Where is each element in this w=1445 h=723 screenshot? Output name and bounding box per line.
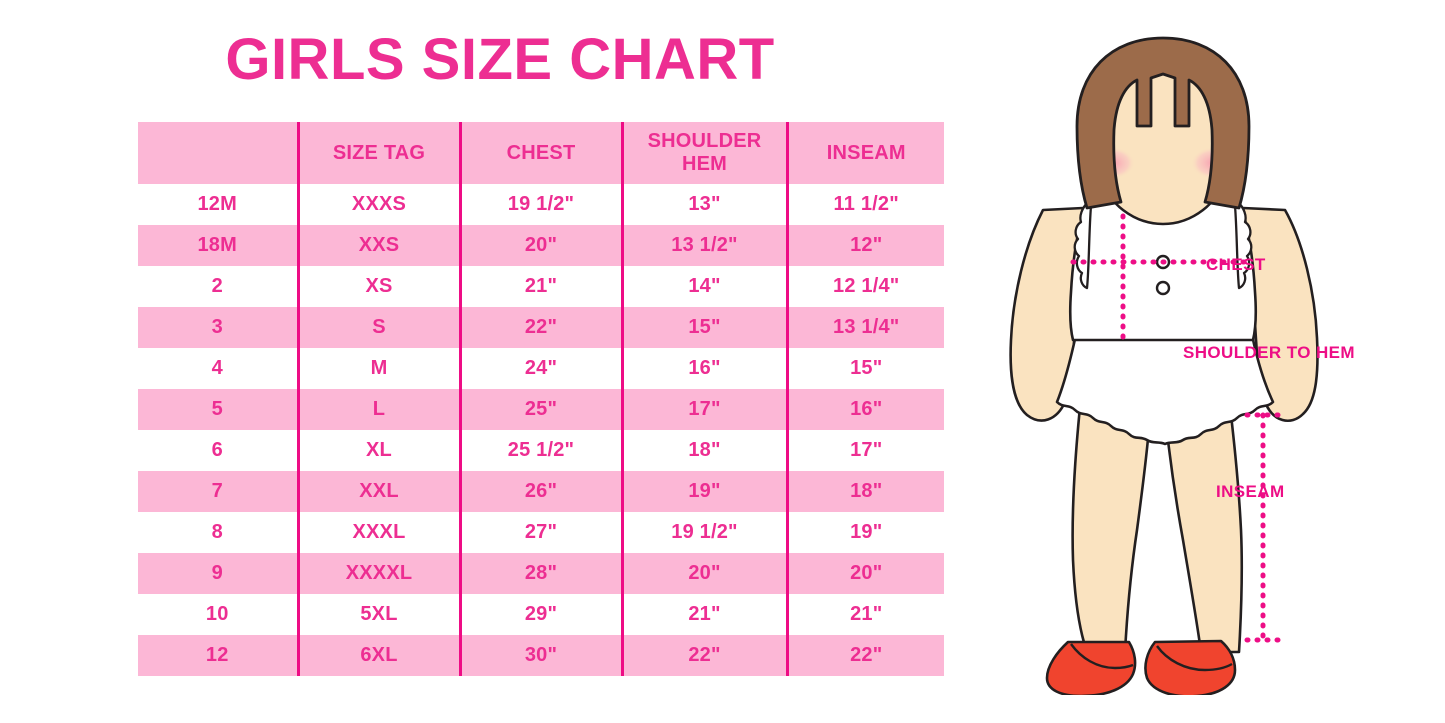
measurement-label-chest: CHEST [1206,255,1266,274]
cell-inseam: 12" [785,225,944,266]
cell-shoulder-hem: 19 1/2" [620,512,787,553]
cell-inseam: 17" [785,430,944,471]
hair-group [1075,36,1251,210]
table-row: 2 XS 21" 14" 12 1/4" [138,266,944,307]
cell-shoulder-hem: 21" [620,594,787,635]
cell-size-tag: XL [296,430,460,471]
cell-size-tag: XXS [296,225,460,266]
cell-size: 8 [138,512,298,553]
table-row: 3 S 22" 15" 13 1/4" [138,307,944,348]
cell-shoulder-hem: 16" [620,348,787,389]
cell-inseam: 19" [785,512,944,553]
cell-shoulder-hem: 13 1/2" [620,225,787,266]
cell-shoulder-hem: 20" [620,553,787,594]
cell-inseam: 18" [785,471,944,512]
cell-size: 9 [138,553,298,594]
table-row: 10 5XL 29" 21" 21" [138,594,944,635]
cell-size-tag: XXL [296,471,460,512]
cell-inseam: 16" [785,389,944,430]
cell-shoulder-hem: 13" [620,184,787,225]
table-row: 9 XXXXL 28" 20" 20" [138,553,944,594]
cell-shoulder-hem: 19" [620,471,787,512]
cell-size: 6 [138,430,298,471]
cell-chest: 19 1/2" [458,184,622,225]
cell-chest: 29" [458,594,622,635]
cell-size-tag: 5XL [296,594,460,635]
cell-chest: 25 1/2" [458,430,622,471]
shoes-group [1045,639,1237,695]
cell-size: 7 [138,471,298,512]
cell-size-tag: M [296,348,460,389]
table-row: 12M XXXS 19 1/2" 13" 11 1/2" [138,184,944,225]
column-header-inseam: INSEAM [785,122,944,184]
cell-chest: 26" [458,471,622,512]
cell-size-tag: XXXXL [296,553,460,594]
column-header-shoulder-hem: SHOULDER HEM [620,122,787,184]
cell-inseam: 22" [785,635,944,676]
cell-shoulder-hem: 17" [620,389,787,430]
measurement-label-inseam: INSEAM [1216,482,1285,501]
cell-size-tag: L [296,389,460,430]
cell-inseam: 12 1/4" [785,266,944,307]
cell-shoulder-hem: 14" [620,266,787,307]
girl-illustration [985,30,1445,695]
cell-size: 3 [138,307,298,348]
cell-size: 5 [138,389,298,430]
table-row: 4 M 24" 16" 15" [138,348,944,389]
cell-chest: 22" [458,307,622,348]
cell-size: 10 [138,594,298,635]
table-row: 5 L 25" 17" 16" [138,389,944,430]
column-header-chest: CHEST [458,122,622,184]
table-row: 8 XXXL 27" 19 1/2" 19" [138,512,944,553]
table-header-row: SIZE TAG CHEST SHOULDER HEM INSEAM [138,122,944,184]
cell-size: 18M [138,225,298,266]
cell-size-tag: XS [296,266,460,307]
cell-size-tag: XXXS [296,184,460,225]
cell-size: 12M [138,184,298,225]
cell-inseam: 15" [785,348,944,389]
cell-size: 4 [138,348,298,389]
measurement-label-shoulder-to-hem: SHOULDER TO HEM [1183,343,1355,362]
column-header-size [138,122,298,184]
size-chart-table: SIZE TAG CHEST SHOULDER HEM INSEAM 12M XX… [138,122,944,676]
cell-inseam: 20" [785,553,944,594]
cell-inseam: 13 1/4" [785,307,944,348]
cell-chest: 20" [458,225,622,266]
cell-size: 2 [138,266,298,307]
table-row: 6 XL 25 1/2" 18" 17" [138,430,944,471]
cell-inseam: 21" [785,594,944,635]
measurement-lines [1070,213,1256,345]
cell-size-tag: XXXL [296,512,460,553]
cell-shoulder-hem: 18" [620,430,787,471]
column-header-size-tag: SIZE TAG [296,122,460,184]
cell-inseam: 11 1/2" [785,184,944,225]
inseam-bracket [1244,412,1284,643]
cell-chest: 28" [458,553,622,594]
page-title: GIRLS SIZE CHART [225,27,775,92]
button-icon [1155,280,1171,296]
table-body: 12M XXXS 19 1/2" 13" 11 1/2" 18M XXS 20" 13 1/2"… [138,184,944,676]
table-row: 18M XXS 20" 13 1/2" 12" [138,225,944,266]
cell-chest: 21" [458,266,622,307]
cell-size-tag: 6XL [296,635,460,676]
cell-chest: 30" [458,635,622,676]
cell-chest: 24" [458,348,622,389]
table-row: 12 6XL 30" 22" 22" [138,635,944,676]
cell-size: 12 [138,635,298,676]
cell-chest: 25" [458,389,622,430]
cell-size-tag: S [296,307,460,348]
cell-shoulder-hem: 22" [620,635,787,676]
bloomers [1055,328,1275,446]
table-row: 7 XXL 26" 19" 18" [138,471,944,512]
cell-chest: 27" [458,512,622,553]
cell-shoulder-hem: 15" [620,307,787,348]
